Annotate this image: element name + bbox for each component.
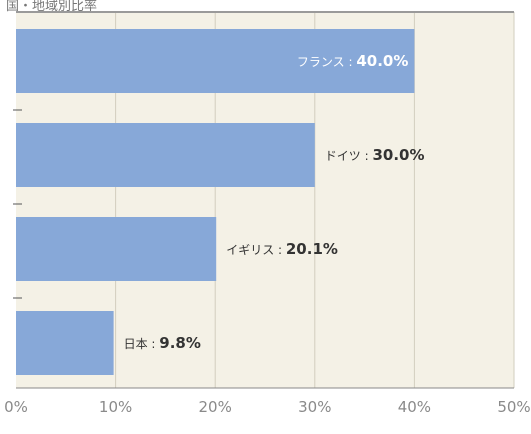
data-label-1: ドイツ : 30.0%	[325, 146, 425, 164]
bar-2	[16, 217, 217, 281]
category-separators	[13, 109, 22, 299]
data-label-category-3: 日本 :	[124, 337, 160, 351]
data-label-value-3: 9.8%	[159, 334, 201, 352]
x-tick-label-2: 20%	[199, 398, 232, 416]
x-tick-label-4: 40%	[398, 398, 431, 416]
data-label-category-2: イギリス :	[226, 243, 286, 257]
x-tick-label-5: 50%	[497, 398, 530, 416]
data-label-value-0: 40.0%	[356, 52, 408, 70]
data-label-value-1: 30.0%	[372, 146, 424, 164]
chart-title: 国・地域別比率	[6, 0, 98, 14]
data-label-2: イギリス : 20.1%	[226, 240, 338, 258]
x-tick-label-0: 0%	[4, 398, 28, 416]
x-axis: 0% 10% 20% 30% 40% 50%	[4, 387, 531, 416]
x-tick-label-1: 10%	[99, 398, 132, 416]
gridlines	[16, 11, 515, 388]
data-label-value-2: 20.1%	[286, 240, 338, 258]
bars	[16, 29, 415, 375]
data-label-3: 日本 : 9.8%	[124, 334, 201, 352]
x-tick-label-3: 30%	[298, 398, 331, 416]
bar-0	[16, 29, 415, 93]
data-label-category-0: フランス :	[297, 55, 356, 69]
data-labels: フランス : 40.0% ドイツ : 30.0% イギリス : 20.1% 日本 : …	[124, 52, 425, 352]
data-label-category-1: ドイツ :	[325, 149, 373, 163]
bar-3	[16, 311, 114, 375]
data-label-0: フランス : 40.0%	[297, 52, 408, 70]
bar-1	[16, 123, 315, 187]
